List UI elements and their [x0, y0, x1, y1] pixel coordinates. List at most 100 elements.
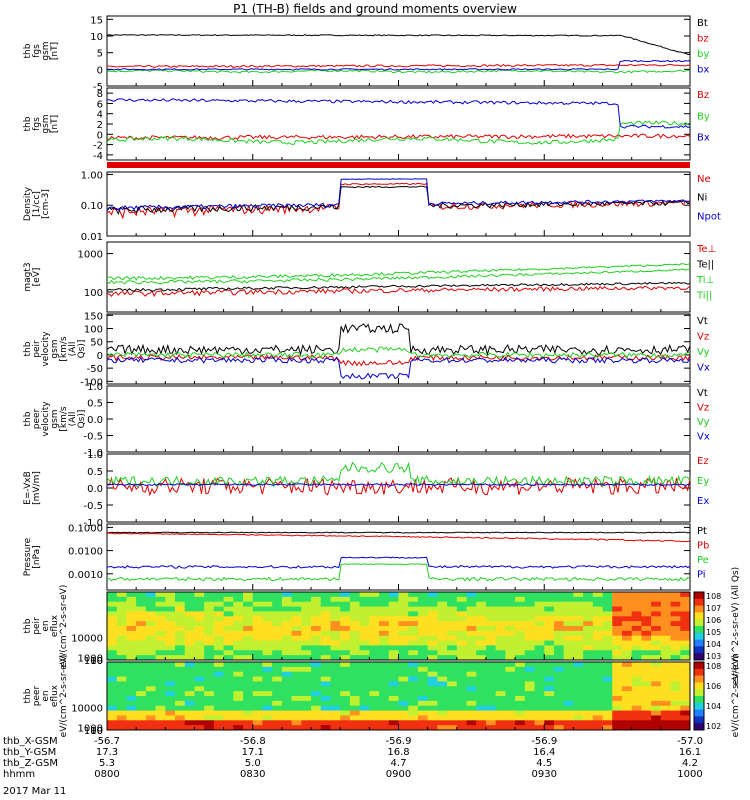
heatmap-cell: [243, 705, 254, 712]
heatmap-cell: [320, 650, 331, 656]
heatmap-cell: [272, 681, 283, 687]
heatmap-cell: [243, 635, 254, 642]
heatmap-cell: [243, 655, 254, 661]
heatmap-cell: [631, 611, 642, 617]
heatmap-cell: [145, 710, 157, 716]
colorbar-segment: [694, 723, 704, 731]
heatmap-cell: [553, 681, 565, 687]
y-axis-label: Pressure: [23, 537, 33, 576]
heatmap-cell: [621, 666, 633, 673]
heatmap-cell: [204, 715, 215, 721]
heatmap-cell: [184, 681, 195, 687]
heatmap-cell: [534, 686, 545, 692]
heatmap-cell: [369, 671, 380, 678]
heatmap-cell: [175, 710, 186, 716]
heatmap-cell: [631, 676, 642, 682]
heatmap-cell: [252, 696, 263, 702]
heatmap-cell: [223, 676, 234, 682]
heatmap-cell: [262, 640, 273, 646]
heatmap-cell: [184, 596, 195, 603]
heatmap-cell: [320, 671, 331, 678]
heatmap-cell: [233, 676, 244, 682]
legend-label: Pi: [697, 570, 706, 581]
heatmap-cell: [573, 720, 584, 726]
panel-frame: [106, 385, 691, 453]
heatmap-cell: [573, 640, 584, 646]
legend-label: Vx: [697, 432, 710, 443]
heatmap-cell: [437, 645, 448, 651]
heatmap-cell: [447, 691, 458, 697]
heatmap-cell: [466, 601, 477, 608]
heatmap-cell: [660, 630, 672, 637]
heatmap-cell: [116, 725, 127, 731]
heatmap-cell: [427, 601, 438, 608]
heatmap-cell: [107, 662, 118, 668]
heatmap-cell: [621, 630, 633, 637]
legend-label: Vy: [697, 347, 710, 358]
colorbar-segment: [694, 689, 704, 697]
x-axis-value: 4.2: [682, 758, 698, 769]
heatmap-cell: [204, 626, 215, 632]
heatmap-cell: [272, 705, 283, 712]
heatmap-cell: [602, 700, 613, 707]
colorbar-segment: [694, 696, 704, 704]
heatmap-cell: [534, 655, 545, 661]
heatmap-cell: [155, 705, 166, 712]
series-line: [106, 281, 691, 292]
heatmap-cell: [670, 666, 681, 673]
heatmap-cell: [544, 710, 555, 716]
heatmap-cell: [243, 640, 254, 646]
heatmap-cell: [670, 655, 681, 661]
colorbar-segment: [694, 626, 704, 634]
heatmap-cell: [204, 606, 215, 612]
heatmap-cell: [631, 621, 642, 627]
heatmap-cell: [553, 710, 565, 716]
heatmap-cell: [175, 715, 186, 721]
heatmap-cell: [641, 645, 652, 651]
heatmap-cell: [553, 691, 565, 697]
heatmap-cell: [563, 671, 574, 678]
heatmap-cell: [184, 592, 195, 598]
heatmap-cell: [330, 630, 341, 637]
heatmap-cell: [427, 696, 438, 702]
x-axis-row-label: thb_Z-GSM: [3, 758, 58, 769]
colorbar-segment: [694, 619, 704, 627]
heatmap-cell: [505, 640, 516, 646]
heatmap-cell: [417, 725, 429, 731]
heatmap-cell: [544, 700, 555, 707]
heatmap-cell: [417, 592, 429, 598]
heatmap-cell: [136, 715, 147, 721]
heatmap-cell: [272, 596, 283, 603]
colorbar-segment: [694, 682, 704, 690]
heatmap-cell: [447, 611, 458, 617]
y-tick-label: 100: [84, 726, 103, 737]
heatmap-cell: [145, 686, 157, 692]
heatmap-cell: [311, 686, 322, 692]
heatmap-cell: [592, 710, 604, 716]
heatmap-cell: [680, 596, 691, 603]
heatmap-cell: [136, 630, 147, 637]
heatmap-cell: [680, 621, 691, 627]
heatmap-cell: [204, 671, 215, 678]
heatmap-cell: [398, 630, 409, 637]
heatmap-cell: [602, 592, 613, 598]
heatmap-cell: [281, 621, 293, 627]
heatmap-cell: [311, 596, 322, 603]
heatmap-cell: [485, 621, 497, 627]
heatmap-cell: [505, 635, 516, 642]
heatmap-cell: [447, 666, 458, 673]
y-axis-label: en: [41, 620, 51, 631]
heatmap-cell: [680, 635, 691, 642]
x-axis-value: 5.3: [99, 758, 115, 769]
heatmap-cell: [515, 720, 526, 726]
heatmap-cell: [408, 592, 419, 598]
heatmap-cell: [592, 611, 604, 617]
heatmap-cell: [184, 725, 195, 731]
heatmap-cell: [194, 666, 205, 673]
heatmap-cell: [515, 655, 526, 661]
heatmap-cell: [388, 705, 399, 712]
heatmap-cell: [466, 666, 477, 673]
heatmap-cell: [534, 666, 545, 673]
heatmap-cell: [340, 621, 351, 627]
heatmap-cell: [136, 671, 147, 678]
